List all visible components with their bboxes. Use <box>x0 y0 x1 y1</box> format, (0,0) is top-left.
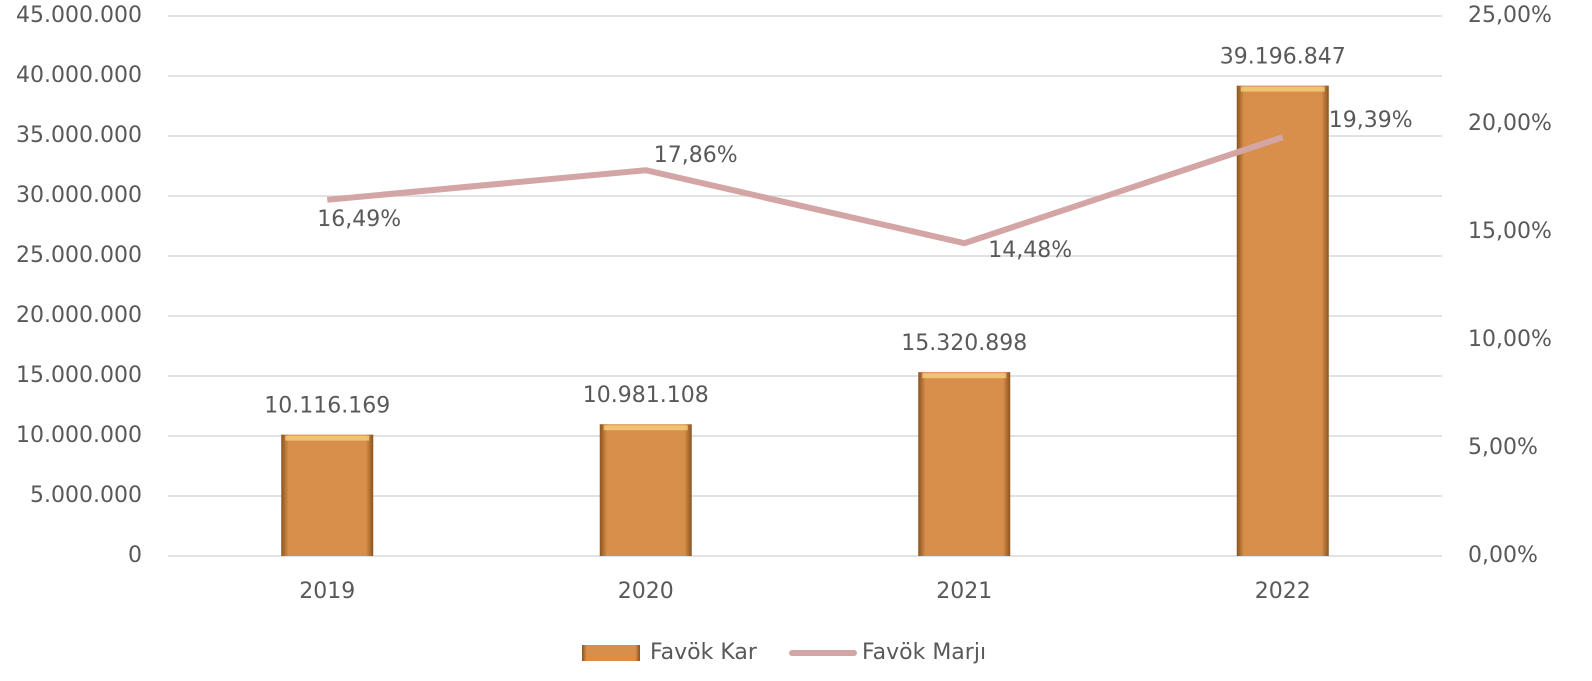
line-label: 16,49% <box>317 207 401 232</box>
bar <box>1236 85 1329 557</box>
x-tick-label: 2019 <box>299 579 355 604</box>
y-tick-label: 0 <box>128 543 142 568</box>
line-label: 17,86% <box>654 143 738 168</box>
data-label: 15.320.898 <box>901 331 1027 356</box>
y-tick-label: 15.000.000 <box>16 363 142 388</box>
y-tick-label: 25.000.000 <box>16 243 142 268</box>
y2-tick-label: 10,00% <box>1468 327 1552 352</box>
bar-bevel <box>1240 86 1325 92</box>
y2-tick-label: 5,00% <box>1468 435 1538 460</box>
bar-bevel <box>603 425 688 431</box>
y2-tick-label: 20,00% <box>1468 111 1552 136</box>
y2-tick-label: 25,00% <box>1468 3 1552 28</box>
x-tick-label: 2022 <box>1255 579 1311 604</box>
line-label: 19,39% <box>1329 108 1413 133</box>
y-tick-label: 35.000.000 <box>16 123 142 148</box>
y-tick-label: 45.000.000 <box>16 3 142 28</box>
y2-tick-label: 0,00% <box>1468 543 1538 568</box>
line-label: 14,48% <box>988 238 1072 263</box>
y2-tick-label: 15,00% <box>1468 219 1552 244</box>
y-tick-label: 30.000.000 <box>16 183 142 208</box>
x-tick-label: 2021 <box>936 579 992 604</box>
bar-bevel <box>922 373 1007 379</box>
y-tick-label: 20.000.000 <box>16 303 142 328</box>
legend-label: Favök Marjı <box>862 640 986 665</box>
legend-swatch-bar <box>582 645 640 661</box>
y-tick-label: 40.000.000 <box>16 63 142 88</box>
data-label: 39.196.847 <box>1220 45 1346 70</box>
legend-label: Favök Kar <box>650 640 758 665</box>
y-tick-label: 5.000.000 <box>30 483 142 508</box>
bar <box>281 434 374 556</box>
bar <box>599 424 692 556</box>
bar <box>918 372 1011 556</box>
line <box>326 134 1284 247</box>
y-tick-label: 10.000.000 <box>16 423 142 448</box>
data-label: 10.116.169 <box>264 394 390 419</box>
data-label: 10.981.108 <box>583 383 709 408</box>
bar-bevel <box>285 435 370 441</box>
x-tick-label: 2020 <box>618 579 674 604</box>
